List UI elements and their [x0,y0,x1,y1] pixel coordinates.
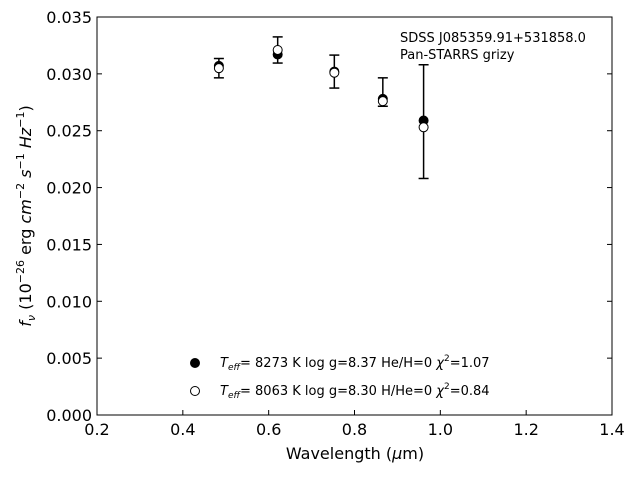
legend-label-open: Teff= 8063 K log g=8.30 H/He=0 χ2=0.84 [220,382,490,401]
x-tick-label: 0.6 [256,420,281,439]
legend: Teff= 8273 K log g=8.37 He/H=0 χ2=1.07 T… [190,354,490,401]
y-tick-label: 0.005 [46,349,92,368]
x-tick-label: 1.0 [428,420,453,439]
legend-marker-open [190,386,200,396]
model-point-open [418,122,429,133]
x-axis-label: Wavelength (μm) [286,444,424,463]
y-tick-label: 0.010 [46,292,92,311]
x-tick-label: 0.2 [84,420,109,439]
y-tick-label: 0.025 [46,122,92,141]
y-tick-label: 0.000 [46,406,92,425]
y-tick-label: 0.015 [46,235,92,254]
x-tick-label: 0.4 [170,420,195,439]
object-name-annotation: SDSS J085359.91+531858.0 [400,31,586,46]
legend-marker-filled [190,358,200,368]
x-axis-ticks: 0.2 0.4 0.6 0.8 1.0 1.2 1.4 [84,410,625,439]
x-tick-label: 0.8 [342,420,367,439]
model-point-open [272,44,283,55]
model-point-open [213,63,224,74]
y-axis-label: fν (10−26 erg cm−2 s−1 Hz−1) [14,105,38,326]
y-tick-label: 0.035 [46,8,92,27]
survey-annotation: Pan-STARRS grizy [400,48,515,63]
y-axis-ticks: 0.000 0.005 0.010 0.015 0.020 0.025 0.030 0.035 [46,8,612,425]
y-tick-label: 0.030 [46,65,92,84]
legend-label-filled: Teff= 8273 K log g=8.37 He/H=0 χ2=1.07 [220,354,490,373]
data-points [213,44,429,133]
y-tick-label: 0.020 [46,179,92,198]
x-tick-label: 1.2 [513,420,538,439]
error-bars [213,36,429,180]
x-tick-label: 1.4 [599,420,624,439]
model-point-open [329,67,340,78]
model-point-open [377,96,388,107]
